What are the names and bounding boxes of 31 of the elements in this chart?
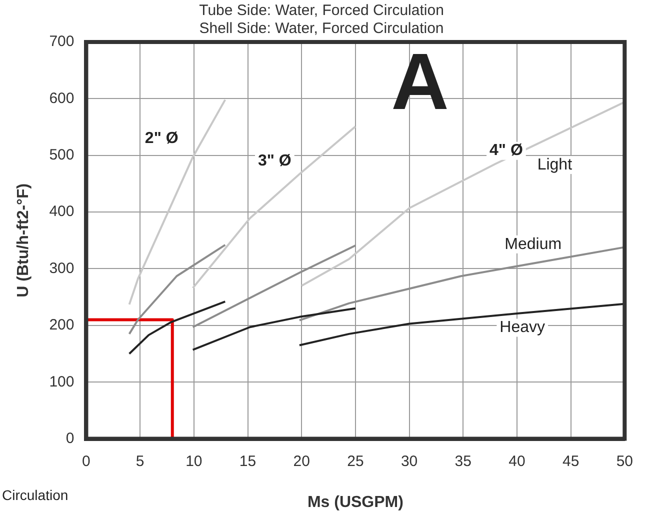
- x-tick-label: 20: [293, 452, 310, 470]
- x-tick-label: 30: [400, 452, 418, 470]
- x-tick-label: 40: [508, 452, 526, 470]
- annotation: 2" Ø: [144, 130, 178, 147]
- annotation: A: [391, 37, 449, 126]
- x-tick-label: 35: [454, 452, 472, 470]
- text: Circulation: [2, 486, 68, 503]
- y-tick-label: 700: [49, 33, 74, 50]
- x-tick-label: 45: [562, 452, 580, 470]
- annotation: Medium: [504, 236, 562, 253]
- x-axis-title: Ms (USGPM): [307, 494, 404, 511]
- y-tick-label: 400: [49, 203, 74, 220]
- y-tick-label: 100: [49, 373, 74, 390]
- x-tick-label: 50: [616, 452, 633, 470]
- annotation: 4" Ø: [490, 142, 523, 160]
- y-tick-label: 300: [49, 260, 74, 277]
- x-tick-label: 10: [186, 452, 202, 470]
- chart-subtitle: Shell Side: Water, Forced Circulation: [199, 20, 444, 38]
- annotation: Heavy: [500, 319, 546, 336]
- y-tick-label: 500: [49, 146, 74, 164]
- annotation: Light: [537, 156, 573, 174]
- x-tick-label: 0: [82, 452, 90, 470]
- chart-title: Tube Side: Water, Forced Circulation: [199, 2, 444, 20]
- x-tick-label: 15: [239, 452, 256, 470]
- y-tick-label: 0: [66, 430, 74, 447]
- annotation: 3" Ø: [258, 152, 292, 170]
- x-tick-label: 25: [347, 452, 364, 470]
- y-tick-label: 200: [49, 316, 74, 334]
- x-tick-label: 5: [136, 452, 144, 470]
- y-tick-label: 600: [49, 90, 74, 107]
- y-axis-title: U (Btu/h-ft2-°F): [15, 183, 32, 298]
